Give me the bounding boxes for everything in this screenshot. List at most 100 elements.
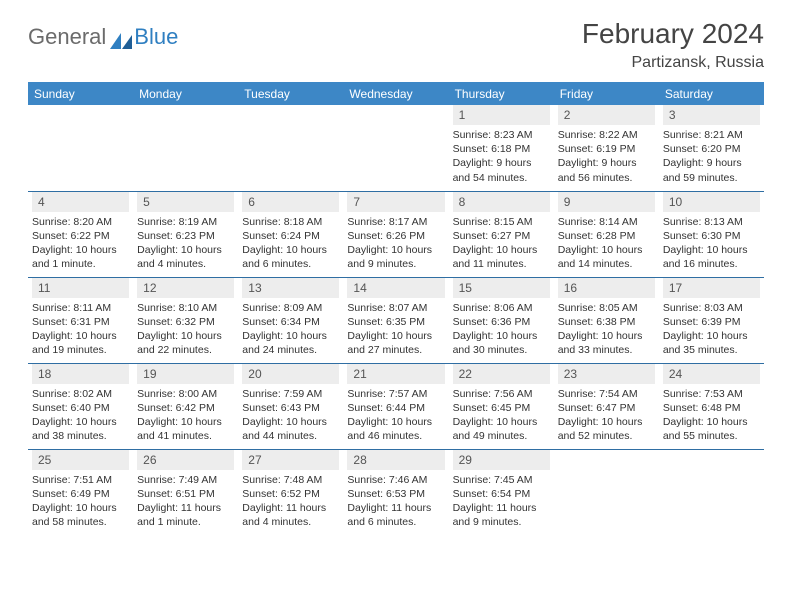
calendar-cell: 13Sunrise: 8:09 AMSunset: 6:34 PMDayligh… (238, 277, 343, 363)
sunset-text: Sunset: 6:22 PM (32, 229, 129, 243)
daylight-text: Daylight: 11 hours and 1 minute. (137, 501, 234, 529)
day-info: Sunrise: 7:59 AMSunset: 6:43 PMDaylight:… (242, 387, 339, 444)
sunrise-text: Sunrise: 7:49 AM (137, 473, 234, 487)
day-info: Sunrise: 8:14 AMSunset: 6:28 PMDaylight:… (558, 215, 655, 272)
sunrise-text: Sunrise: 7:46 AM (347, 473, 444, 487)
sunset-text: Sunset: 6:26 PM (347, 229, 444, 243)
sunset-text: Sunset: 6:32 PM (137, 315, 234, 329)
sunrise-text: Sunrise: 7:51 AM (32, 473, 129, 487)
calendar-week: 18Sunrise: 8:02 AMSunset: 6:40 PMDayligh… (28, 363, 764, 449)
daylight-text: Daylight: 10 hours and 41 minutes. (137, 415, 234, 443)
day-number: 4 (32, 192, 129, 212)
daylight-text: Daylight: 10 hours and 55 minutes. (663, 415, 760, 443)
calendar-cell (343, 105, 448, 191)
day-info: Sunrise: 8:20 AMSunset: 6:22 PMDaylight:… (32, 215, 129, 272)
day-number: 11 (32, 278, 129, 298)
day-number: 27 (242, 450, 339, 470)
sunrise-text: Sunrise: 8:17 AM (347, 215, 444, 229)
sunset-text: Sunset: 6:31 PM (32, 315, 129, 329)
title-block: February 2024 Partizansk, Russia (582, 18, 764, 72)
page-title: February 2024 (582, 18, 764, 50)
day-info: Sunrise: 7:53 AMSunset: 6:48 PMDaylight:… (663, 387, 760, 444)
daylight-text: Daylight: 10 hours and 49 minutes. (453, 415, 550, 443)
day-info: Sunrise: 7:45 AMSunset: 6:54 PMDaylight:… (453, 473, 550, 530)
calendar-cell: 19 Sunrise: 8:00 AMSunset: 6:42 PMDayligh… (133, 363, 238, 449)
sunset-text: Sunset: 6:30 PM (663, 229, 760, 243)
sunrise-text: Sunrise: 7:56 AM (453, 387, 550, 401)
brand-part2: Blue (134, 24, 178, 50)
sunset-text: Sunset: 6:42 PM (137, 401, 234, 415)
sunrise-text: Sunrise: 8:14 AM (558, 215, 655, 229)
sunrise-text: Sunrise: 8:21 AM (663, 128, 760, 142)
day-number: 19 (137, 364, 234, 384)
daylight-text: Daylight: 10 hours and 22 minutes. (137, 329, 234, 357)
sunrise-text: Sunrise: 8:00 AM (137, 387, 234, 401)
day-info: Sunrise: 7:54 AMSunset: 6:47 PMDaylight:… (558, 387, 655, 444)
day-info: Sunrise: 8:07 AMSunset: 6:35 PMDaylight:… (347, 301, 444, 358)
sunset-text: Sunset: 6:28 PM (558, 229, 655, 243)
sunrise-text: Sunrise: 8:11 AM (32, 301, 129, 315)
sunset-text: Sunset: 6:38 PM (558, 315, 655, 329)
day-info: Sunrise: 8:19 AMSunset: 6:23 PMDaylight:… (137, 215, 234, 272)
calendar-cell (659, 449, 764, 535)
day-number: 29 (453, 450, 550, 470)
calendar-table: Sunday Monday Tuesday Wednesday Thursday… (28, 82, 764, 535)
daylight-text: Daylight: 11 hours and 6 minutes. (347, 501, 444, 529)
daylight-text: Daylight: 9 hours and 56 minutes. (558, 156, 655, 184)
day-number: 17 (663, 278, 760, 298)
calendar-cell: 29 Sunrise: 7:45 AMSunset: 6:54 PMDayligh… (449, 449, 554, 535)
daylight-text: Daylight: 10 hours and 4 minutes. (137, 243, 234, 271)
calendar-cell: 25Sunrise: 7:51 AMSunset: 6:49 PMDayligh… (28, 449, 133, 535)
calendar-cell: 3Sunrise: 8:21 AMSunset: 6:20 PMDaylight… (659, 105, 764, 191)
day-info: Sunrise: 8:06 AMSunset: 6:36 PMDaylight:… (453, 301, 550, 358)
sunset-text: Sunset: 6:20 PM (663, 142, 760, 156)
sunset-text: Sunset: 6:23 PM (137, 229, 234, 243)
sunrise-text: Sunrise: 7:54 AM (558, 387, 655, 401)
calendar-cell: 24Sunrise: 7:53 AMSunset: 6:48 PMDayligh… (659, 363, 764, 449)
calendar-cell: 5Sunrise: 8:19 AMSunset: 6:23 PMDaylight… (133, 191, 238, 277)
calendar-cell: 20Sunrise: 7:59 AMSunset: 6:43 PMDayligh… (238, 363, 343, 449)
daylight-text: Daylight: 9 hours and 54 minutes. (453, 156, 550, 184)
sunset-text: Sunset: 6:24 PM (242, 229, 339, 243)
calendar-cell: 28Sunrise: 7:46 AMSunset: 6:53 PMDayligh… (343, 449, 448, 535)
calendar-week: 25Sunrise: 7:51 AMSunset: 6:49 PMDayligh… (28, 449, 764, 535)
day-info: Sunrise: 8:15 AMSunset: 6:27 PMDaylight:… (453, 215, 550, 272)
weekday-header: Sunday (28, 83, 133, 106)
daylight-text: Daylight: 10 hours and 6 minutes. (242, 243, 339, 271)
daylight-text: Daylight: 10 hours and 11 minutes. (453, 243, 550, 271)
day-number: 18 (32, 364, 129, 384)
sunrise-text: Sunrise: 8:06 AM (453, 301, 550, 315)
sunset-text: Sunset: 6:53 PM (347, 487, 444, 501)
day-number: 26 (137, 450, 234, 470)
daylight-text: Daylight: 10 hours and 38 minutes. (32, 415, 129, 443)
location-label: Partizansk, Russia (582, 54, 764, 72)
sunset-text: Sunset: 6:43 PM (242, 401, 339, 415)
sunset-text: Sunset: 6:52 PM (242, 487, 339, 501)
calendar-cell: 2Sunrise: 8:22 AMSunset: 6:19 PMDaylight… (554, 105, 659, 191)
daylight-text: Daylight: 10 hours and 9 minutes. (347, 243, 444, 271)
daylight-text: Daylight: 10 hours and 27 minutes. (347, 329, 444, 357)
day-info: Sunrise: 8:21 AMSunset: 6:20 PMDaylight:… (663, 128, 760, 185)
calendar-week: 11 Sunrise: 8:11 AMSunset: 6:31 PM Dayligh… (28, 277, 764, 363)
daylight-text: Daylight: 10 hours and 52 minutes. (558, 415, 655, 443)
day-info: Sunrise: 8:23 AMSunset: 6:18 PMDaylight:… (453, 128, 550, 185)
calendar-cell: 12Sunrise: 8:10 AMSunset: 6:32 PMDayligh… (133, 277, 238, 363)
calendar-cell: 23 Sunrise: 7:54 AMSunset: 6:47 PMDayligh… (554, 363, 659, 449)
sunset-text: Sunset: 6:40 PM (32, 401, 129, 415)
sunrise-text: Sunrise: 8:03 AM (663, 301, 760, 315)
day-info: Sunrise: 8:18 AMSunset: 6:24 PMDaylight:… (242, 215, 339, 272)
sunset-text: Sunset: 6:51 PM (137, 487, 234, 501)
daylight-text: Daylight: 10 hours and 46 minutes. (347, 415, 444, 443)
day-info: Sunrise: 8:05 AMSunset: 6:38 PMDaylight:… (558, 301, 655, 358)
day-number: 23 (558, 364, 655, 384)
sunrise-text: Sunrise: 8:15 AM (453, 215, 550, 229)
calendar-cell: 18Sunrise: 8:02 AMSunset: 6:40 PMDayligh… (28, 363, 133, 449)
calendar-cell: 14Sunrise: 8:07 AMSunset: 6:35 PMDayligh… (343, 277, 448, 363)
weekday-header-row: Sunday Monday Tuesday Wednesday Thursday… (28, 83, 764, 106)
weekday-header: Saturday (659, 83, 764, 106)
daylight-text: Daylight: 11 hours and 4 minutes. (242, 501, 339, 529)
daylight-text: Daylight: 10 hours and 16 minutes. (663, 243, 760, 271)
sunrise-text: Sunrise: 8:20 AM (32, 215, 129, 229)
day-info: Sunrise: 7:48 AMSunset: 6:52 PMDaylight:… (242, 473, 339, 530)
day-number: 12 (137, 278, 234, 298)
